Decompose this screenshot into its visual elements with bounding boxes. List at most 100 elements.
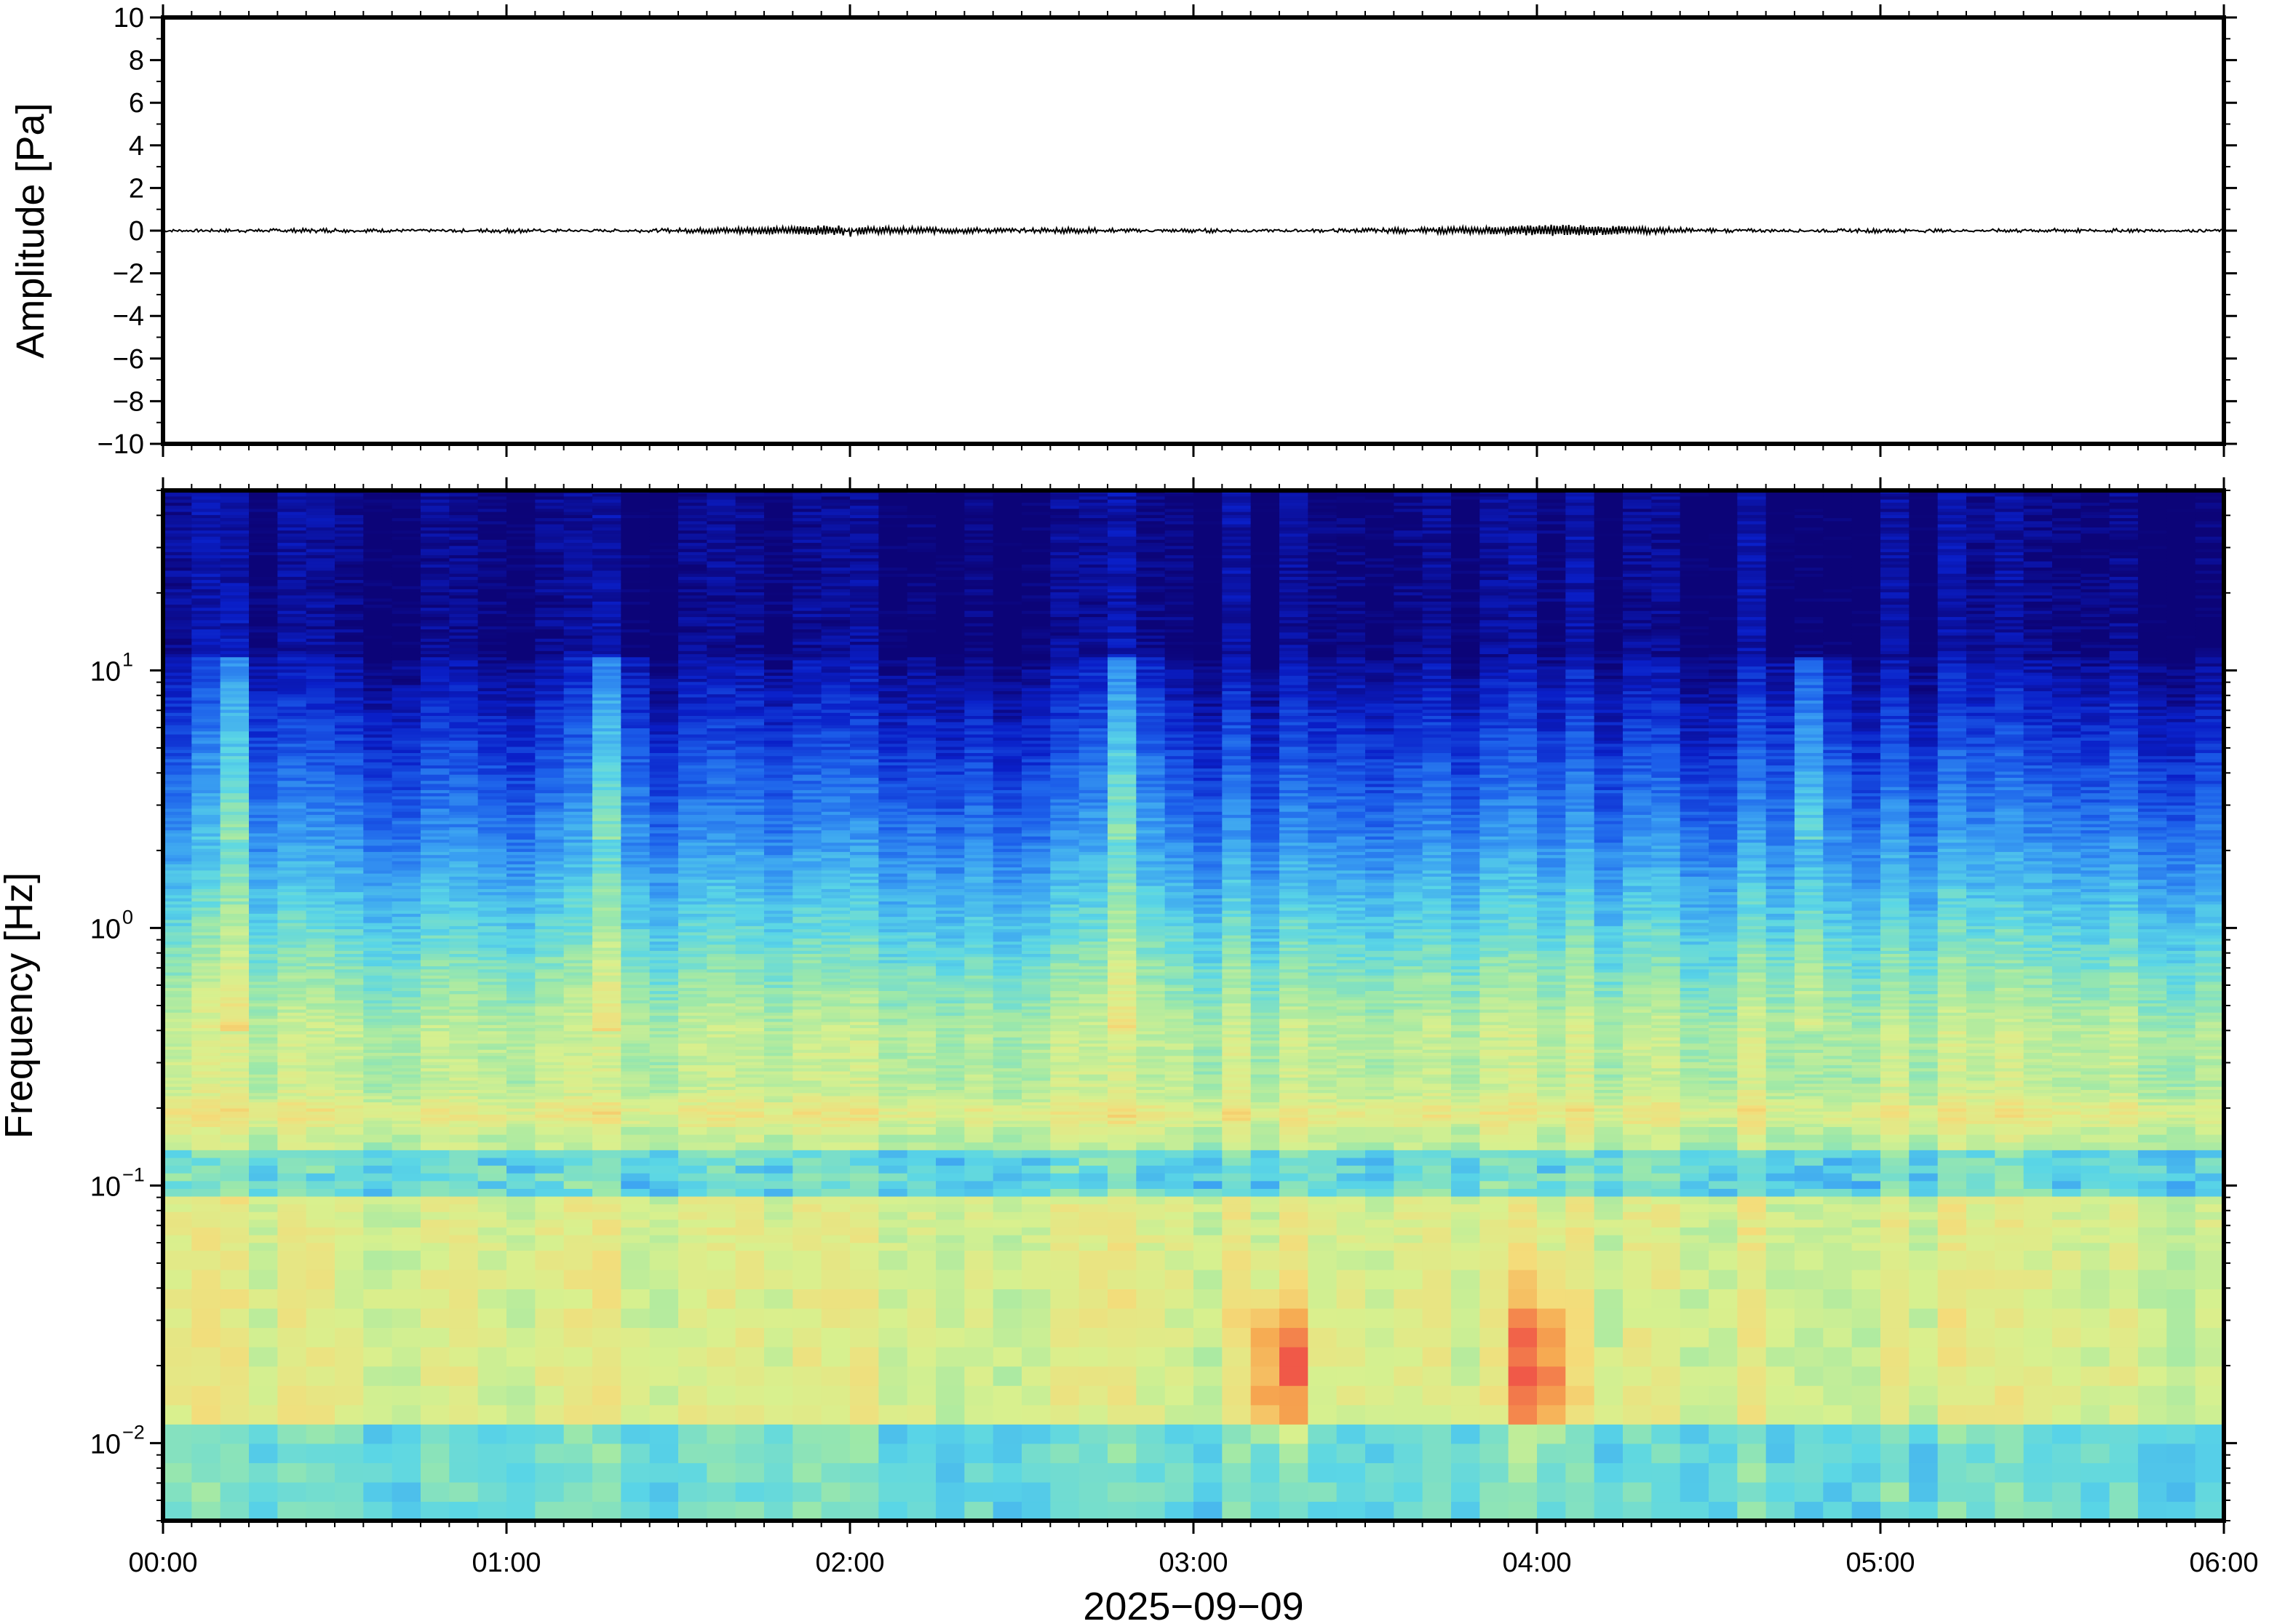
spectrogram-cell: [535, 1120, 565, 1124]
spectrogram-cell: [563, 913, 593, 918]
spectrogram-cell: [363, 768, 393, 772]
spectrogram-cell: [506, 827, 536, 831]
spectrogram-cell: [163, 762, 192, 765]
spectrogram-cell: [249, 953, 278, 958]
spectrogram-cell: [563, 607, 593, 611]
spectrogram-cell: [592, 634, 621, 639]
spectrogram-cell: [563, 1046, 593, 1050]
spectrogram-cell: [249, 931, 278, 936]
spectrogram-cell: [649, 971, 679, 976]
spectrogram-cell: [163, 1104, 192, 1109]
spectrogram-cell: [163, 561, 192, 565]
spectrogram-cell: [449, 1089, 479, 1094]
spectrogram-cell: [392, 728, 421, 732]
spectrogram-cell: [535, 1269, 565, 1289]
spectrogram-cell: [392, 950, 421, 955]
spectrogram-cell: [563, 787, 593, 790]
spectrogram-cell: [163, 1099, 192, 1102]
spectrogram-cell: [277, 1003, 307, 1007]
spectrogram-cell: [191, 919, 221, 923]
spectrogram-cell: [477, 1107, 507, 1112]
spectrogram-cell: [649, 1242, 679, 1251]
spectrogram-cell: [449, 916, 479, 920]
spectrogram-cell: [449, 594, 479, 599]
spectrogram-cell: [535, 752, 565, 757]
spectrogram-cell: [191, 1077, 221, 1081]
spectrogram-cell: [678, 836, 707, 840]
spectrogram-cell: [563, 746, 593, 750]
spectrogram-cell: [449, 1006, 479, 1010]
spectrogram-cell: [535, 690, 565, 695]
spectrogram-cell: [449, 755, 479, 760]
spectrogram-cell: [363, 737, 393, 741]
spectrogram-cell: [649, 978, 679, 982]
spectrogram-cell: [563, 993, 593, 998]
spectrogram-cell: [191, 740, 221, 744]
spectrogram-cell: [335, 656, 364, 661]
spectrogram-cell: [163, 545, 192, 549]
spectrogram-cell: [649, 688, 679, 692]
spectrogram-cell: [678, 731, 707, 735]
spectrogram-cell: [649, 634, 679, 639]
spectrogram-cell: [506, 616, 536, 621]
spectrogram-cell: [220, 616, 250, 621]
spectrogram-cell: [277, 718, 307, 723]
spectrogram-cell: [363, 1008, 393, 1013]
spectrogram-cell: [191, 780, 221, 784]
spectrogram-cell: [277, 758, 307, 763]
spectrogram-cell: [191, 814, 221, 819]
spectrogram-cell: [506, 1064, 536, 1069]
spectrogram-cell: [306, 552, 335, 556]
spectrogram-cell: [249, 1070, 278, 1075]
spectrogram-cell: [191, 1086, 221, 1091]
spectrogram-cell: [621, 607, 651, 611]
spectrogram-cell: [678, 740, 707, 744]
spectrogram-cell: [563, 715, 593, 720]
spectrogram-cell: [249, 1012, 278, 1016]
spectrogram-cell: [306, 524, 335, 528]
spectrogram-cell: [392, 1006, 421, 1010]
spectrogram-cell: [249, 879, 278, 883]
spectrogram-cell: [506, 512, 536, 515]
spectrogram-cell: [649, 984, 679, 988]
spectrogram-cell: [421, 848, 450, 852]
spectrogram-cell: [392, 910, 421, 914]
spectrogram-cell: [335, 910, 364, 914]
spectrogram-cell: [621, 963, 651, 967]
spectrogram-cell: [220, 696, 250, 701]
spectrogram-cell: [163, 647, 192, 651]
spectrogram-cell: [707, 829, 736, 834]
spectrogram-cell: [506, 1462, 536, 1483]
spectrogram-cell: [621, 709, 651, 713]
spectrogram-cell: [621, 811, 651, 815]
spectrogram-cell: [335, 1089, 364, 1094]
spectrogram-cell: [191, 755, 221, 760]
spectrogram-cell: [678, 1157, 707, 1166]
spectrogram-cell: [506, 1074, 536, 1078]
spectrogram-cell: [678, 780, 707, 784]
spectrogram-cell: [506, 493, 536, 497]
spectrogram-cell: [477, 1203, 507, 1212]
spectrogram-cell: [363, 861, 393, 864]
spectrogram-cell: [249, 959, 278, 963]
spectrogram-cell: [621, 502, 651, 506]
spectrogram-cell: [592, 1462, 621, 1483]
spectrogram-cell: [735, 1269, 765, 1289]
spectrogram-cell: [220, 690, 250, 695]
spectrogram-cell: [449, 527, 479, 531]
spectrogram-cell: [649, 693, 679, 698]
spectrogram-cell: [392, 824, 421, 827]
spectrogram-cell: [535, 536, 565, 540]
spectrogram-cell: [449, 947, 479, 951]
spectrogram-cell: [306, 916, 335, 920]
spectrogram-cell: [678, 527, 707, 531]
spectrogram-cell: [449, 1107, 479, 1112]
spectrogram-cell: [335, 1188, 364, 1197]
spectrogram-cell: [163, 1037, 192, 1041]
spectrogram-cell: [191, 1501, 221, 1521]
spectrogram-cell: [707, 1117, 736, 1121]
spectrogram-cell: [621, 1211, 651, 1220]
spectrogram-cell: [249, 549, 278, 552]
spectrogram-cell: [477, 981, 507, 985]
spectrogram-cell: [506, 656, 536, 661]
